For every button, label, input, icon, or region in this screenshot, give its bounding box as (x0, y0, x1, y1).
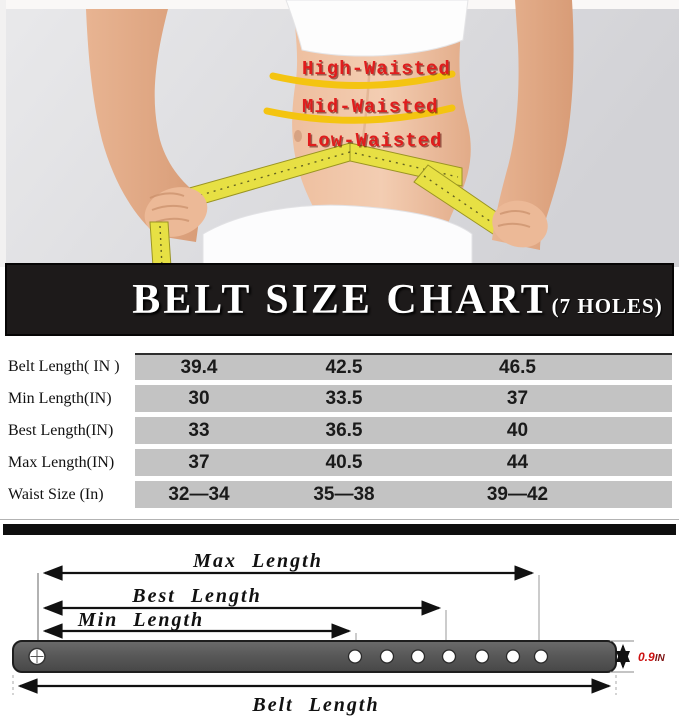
crop-top (285, 0, 469, 57)
max-length-label: Max Length (192, 550, 323, 572)
row-label: Min Length(IN) (8, 389, 112, 407)
low-waisted-label: Low-Waisted (306, 130, 443, 152)
navel (294, 130, 302, 142)
table-cell: 40 (506, 419, 529, 441)
row-values: 32—34 35—38 39—42 (135, 481, 672, 508)
table-cell-filler (610, 355, 672, 380)
belt-length-label: Belt Length (251, 694, 379, 716)
best-length-label: Best Length (131, 585, 261, 607)
row-label: Max Length(IN) (8, 453, 115, 471)
table-row: Belt Length( IN ) 39.4 42.5 46.5 (0, 353, 679, 380)
table-cell-filler (610, 449, 672, 476)
banner-text-group: BELT SIZE CHART (7 HOLES) (132, 276, 662, 324)
banner-holes-suffix: (7 HOLES) (551, 293, 663, 318)
table-cell-filler (610, 481, 672, 508)
table-cell: 42.5 (325, 356, 363, 378)
table-cell: 44 (506, 451, 529, 473)
row-values: 33 36.5 40 (135, 417, 672, 444)
table-cell: 39.4 (180, 356, 218, 378)
high-waisted-label: High-Waisted (302, 58, 451, 80)
ab-shading (360, 61, 372, 146)
table-bottom-divider (0, 519, 679, 520)
belt-shape (12, 640, 617, 673)
table-cell: 46.5 (499, 356, 536, 378)
photo-left-margin (0, 0, 6, 267)
table-row: Max Length(IN) 37 40.5 44 (0, 449, 679, 476)
waist-measurement-photo: High-Waisted Mid-Waisted Low-Waisted (0, 0, 679, 267)
buckle-icon (28, 647, 46, 666)
belt-holes (347, 649, 549, 664)
table-cell: 35—38 (313, 483, 375, 505)
table-row: Waist Size (In) 32—34 35—38 39—42 (0, 481, 679, 508)
size-table: Belt Length( IN ) 39.4 42.5 46.5 Min Len… (0, 353, 679, 513)
title-banner: BELT SIZE CHART (7 HOLES) (5, 263, 674, 336)
row-values: 30 33.5 37 (135, 385, 672, 412)
row-values: 37 40.5 44 (135, 449, 672, 476)
section-divider-bar (3, 524, 676, 535)
table-cell: 33.5 (325, 387, 363, 409)
mid-waisted-label: Mid-Waisted (302, 96, 439, 118)
table-cell: 37 (506, 387, 529, 409)
belt-length-diagram: Max Length Best Length Min Length (0, 537, 679, 717)
photo-illustration (0, 0, 679, 267)
right-arm (492, 0, 574, 250)
table-cell: 32—34 (168, 483, 230, 505)
table-row: Best Length(IN) 33 36.5 40 (0, 417, 679, 444)
belt-diagram-svg: Max Length Best Length Min Length (12, 550, 665, 716)
min-length-label: Min Length (77, 609, 204, 631)
table-cell: 33 (188, 419, 210, 441)
banner-title: BELT SIZE CHART (132, 276, 552, 323)
table-cell: 40.5 (325, 451, 363, 473)
measuring-tape (174, 142, 509, 237)
row-label: Belt Length( IN ) (8, 357, 120, 375)
row-label: Waist Size (In) (8, 485, 104, 503)
table-cell-filler (610, 385, 672, 412)
table-cell: 39—42 (486, 483, 549, 505)
tape-end (149, 221, 172, 267)
row-label: Best Length(IN) (8, 421, 114, 439)
belt-width-label: 0.9IN (638, 650, 665, 664)
table-cell: 37 (188, 451, 210, 473)
high-waist-arc (269, 70, 456, 89)
skirt (202, 204, 473, 267)
table-cell-filler (610, 417, 672, 444)
row-values: 39.4 42.5 46.5 (135, 353, 672, 380)
belt-width-measure: 0.9IN (610, 640, 665, 673)
mid-waist-arc (263, 104, 456, 124)
table-cell: 36.5 (325, 419, 363, 441)
table-row: Min Length(IN) 30 33.5 37 (0, 385, 679, 412)
table-cell: 30 (188, 387, 210, 409)
